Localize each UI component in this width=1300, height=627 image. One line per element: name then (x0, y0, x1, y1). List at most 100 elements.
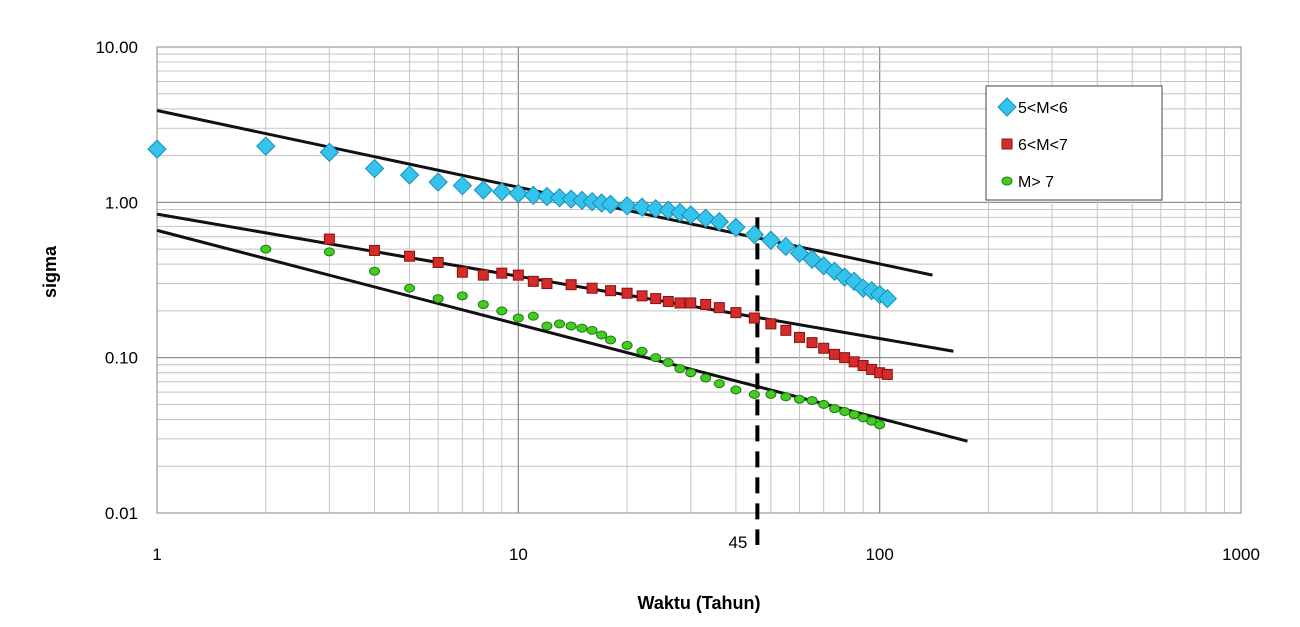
data-point (512, 269, 524, 281)
data-point (605, 285, 617, 297)
data-point (477, 269, 489, 281)
data-point (452, 175, 473, 196)
data-point (554, 319, 566, 329)
data-point (765, 389, 777, 399)
data-point (617, 196, 637, 216)
y-tick-label: 1.00 (105, 193, 138, 212)
data-point (829, 348, 841, 360)
legend-marker (1001, 176, 1013, 186)
y-tick-label: 10.00 (95, 38, 138, 57)
data-point (565, 321, 577, 331)
data-point (695, 208, 716, 228)
y-axis-title: sigma (40, 245, 60, 298)
annotation-label: 45 (728, 533, 747, 552)
data-point (432, 294, 444, 304)
data-point (549, 188, 570, 208)
data-point (839, 352, 851, 364)
data-point (541, 278, 553, 290)
data-point (541, 321, 553, 331)
data-point (646, 198, 666, 219)
data-point (473, 180, 494, 200)
data-point (818, 399, 830, 409)
data-point (496, 267, 508, 279)
legend: 5<M<6 6<M<7 M> 7 (985, 85, 1163, 201)
legend-box (985, 85, 1163, 201)
x-tick-label: 1000 (1222, 545, 1260, 564)
data-point (456, 266, 468, 278)
data-point (713, 302, 725, 314)
data-point (700, 373, 712, 383)
data-point (508, 183, 529, 204)
data-point (685, 297, 697, 309)
data-point (364, 158, 385, 179)
data-point (605, 335, 617, 345)
legend-marker (1001, 138, 1013, 150)
data-point (877, 288, 898, 309)
data-point (404, 250, 416, 262)
data-point (636, 346, 648, 356)
data-point (369, 266, 381, 276)
trend-line (156, 212, 954, 353)
data-point (662, 358, 674, 368)
x-tick-label: 10 (509, 545, 528, 564)
data-point (319, 142, 340, 162)
data-point (848, 410, 860, 420)
data-point (650, 353, 662, 363)
tick-labels: 1 10 100 1000 0.01 0.10 1.00 10.00 (95, 38, 1259, 564)
data-point (674, 364, 686, 374)
series (147, 136, 898, 430)
data-point (794, 394, 806, 404)
data-point (537, 186, 557, 207)
data-point (874, 420, 886, 430)
data-point (428, 172, 448, 192)
data-point (596, 330, 608, 340)
legend-label: 6<M<7 (1018, 137, 1068, 154)
data-point (780, 392, 792, 402)
data-point (730, 307, 742, 319)
data-point (576, 323, 588, 333)
grid (156, 46, 1242, 514)
data-point (713, 379, 725, 389)
data-point (496, 306, 508, 316)
x-axis-title: Waktu (Tahun) (638, 593, 761, 613)
data-point (456, 291, 468, 301)
data-point (674, 297, 686, 309)
x-tick-label: 1 (152, 545, 161, 564)
plot-area (156, 46, 1242, 514)
data-point (586, 282, 598, 294)
legend-marker (997, 97, 1017, 117)
data-point (147, 139, 167, 159)
data-point (806, 395, 818, 405)
y-tick-label: 0.01 (105, 504, 138, 523)
data-point (748, 389, 760, 399)
legend-label: M> 7 (1018, 174, 1054, 191)
data-point (806, 337, 818, 349)
data-point (818, 342, 830, 354)
data-point (512, 313, 524, 323)
data-point (681, 205, 701, 225)
series-0 (147, 136, 898, 309)
data-point (600, 194, 621, 215)
data-point (477, 299, 489, 309)
data-point (650, 293, 662, 305)
data-point (744, 224, 765, 245)
series-2 (260, 244, 886, 430)
data-point (881, 368, 893, 380)
data-point (399, 165, 420, 185)
data-point (709, 212, 730, 232)
data-point (586, 325, 598, 335)
data-point (621, 287, 633, 299)
data-point (685, 368, 697, 378)
data-point (780, 324, 792, 336)
data-point (323, 247, 335, 257)
data-point (260, 244, 272, 254)
y-tick-label: 0.10 (105, 349, 138, 368)
data-point (523, 185, 543, 206)
data-point (404, 283, 416, 293)
data-point (794, 331, 806, 343)
data-point (662, 295, 674, 307)
data-point (632, 197, 652, 217)
legend-label: 5<M<6 (1018, 100, 1068, 117)
